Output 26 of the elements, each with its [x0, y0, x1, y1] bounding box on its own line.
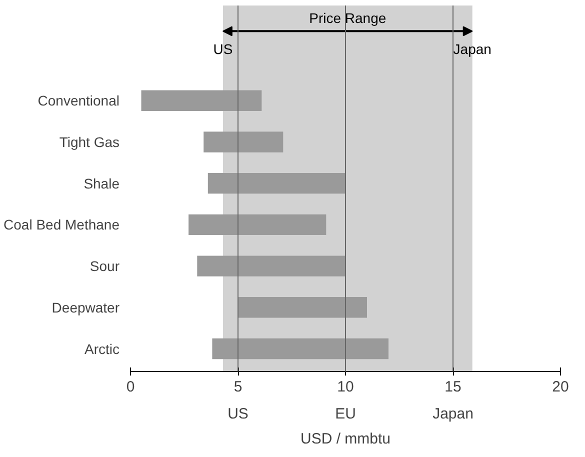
annotation: US: [213, 40, 233, 57]
y-tick-label: Tight Gas: [59, 134, 120, 150]
x-tick-label: 15: [444, 378, 462, 396]
x-tick-label: 0: [126, 378, 135, 396]
x-tick-label: 5: [234, 378, 242, 396]
y-tick-label: Shale: [84, 175, 120, 192]
x-axis-title: USD / mmbtu: [300, 430, 391, 448]
bar: [208, 172, 346, 194]
y-tick-label: Conventional: [38, 92, 120, 109]
bar: [238, 297, 367, 318]
x-tick-label: 10: [337, 378, 354, 396]
bar: [204, 132, 284, 152]
bar: [188, 214, 326, 236]
ref-line-label: Japan: [432, 406, 474, 422]
bar: [197, 256, 346, 276]
y-tick-label: Arctic: [84, 340, 120, 357]
bar: [141, 90, 262, 111]
y-tick-label: Sour: [90, 258, 120, 274]
annotation: Japan: [453, 40, 492, 57]
band-label: Price Range: [309, 10, 386, 26]
y-tick-label: Coal Bed Methane: [4, 216, 120, 233]
ref-line-label: US: [228, 406, 248, 422]
y-tick-label: Deepwater: [52, 299, 120, 316]
bar: [212, 338, 388, 360]
ref-line-label: EU: [335, 406, 356, 422]
x-tick-label: 20: [552, 378, 569, 396]
